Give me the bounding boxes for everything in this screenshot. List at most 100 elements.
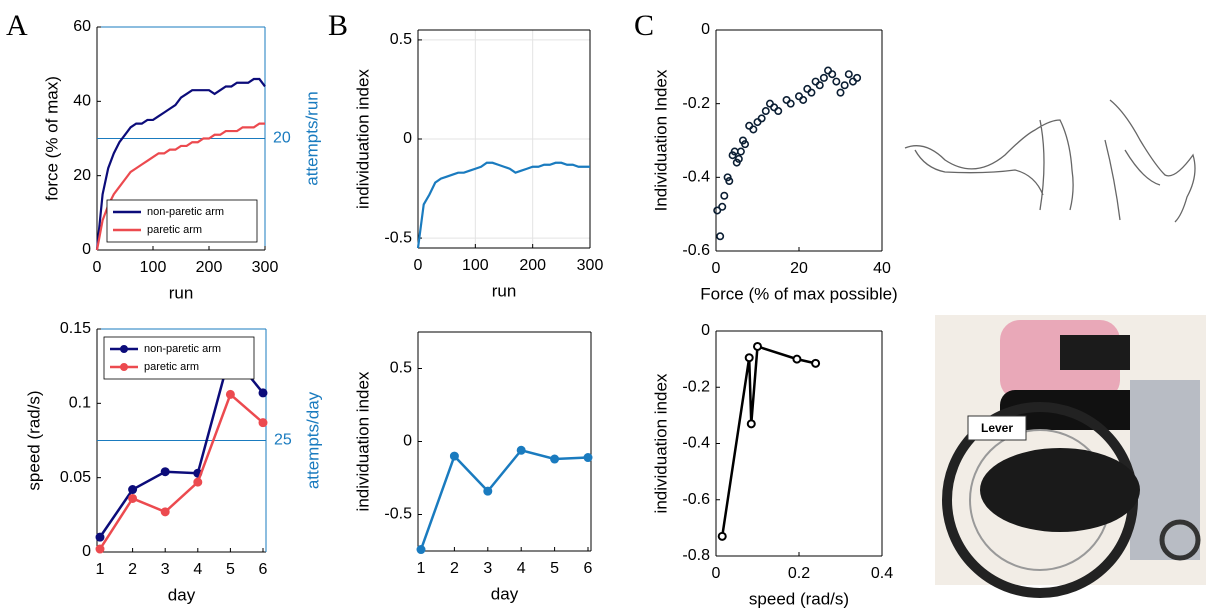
x-axis-label: speed (rad/s) xyxy=(749,589,849,608)
data-point xyxy=(713,206,722,215)
x-tick-label: 200 xyxy=(196,259,223,276)
data-point xyxy=(258,418,268,428)
y-tick-label: 20 xyxy=(73,167,91,184)
data-point xyxy=(815,81,824,90)
x-tick-label: 300 xyxy=(577,257,604,274)
photo-label: Lever xyxy=(981,421,1013,435)
data-point xyxy=(720,191,729,200)
x-tick-label: 0 xyxy=(93,259,102,276)
data-point xyxy=(753,341,762,351)
data-point xyxy=(128,485,138,495)
x-tick-label: 0 xyxy=(712,565,721,582)
y-tick-label: -0.4 xyxy=(682,435,710,452)
data-line xyxy=(98,392,264,550)
wheelchair-photo: Lever xyxy=(935,315,1206,598)
y2-tick-label: 25 xyxy=(274,432,292,449)
data-point xyxy=(792,354,802,364)
y-tick-label: -0.5 xyxy=(384,229,412,246)
y-axis-label: individuation index xyxy=(651,373,670,513)
x-tick-label: 20 xyxy=(790,260,808,277)
y-tick-label: -0.6 xyxy=(682,242,710,259)
data-point xyxy=(819,73,828,82)
data-point xyxy=(761,107,770,116)
x-axis-label: Force (% of max possible) xyxy=(700,284,897,303)
data-point xyxy=(583,453,593,463)
caster xyxy=(1159,519,1201,561)
data-point xyxy=(193,477,203,487)
x-axis-label: run xyxy=(492,281,517,300)
chair-back xyxy=(1060,335,1130,370)
x-axis-label: day xyxy=(491,584,519,603)
y-tick-label: 0 xyxy=(403,433,412,450)
data-point xyxy=(160,467,170,477)
data-line xyxy=(95,122,265,251)
legend-label: paretic arm xyxy=(147,224,202,236)
y-axis-label: Individuation Index xyxy=(651,69,670,211)
y-tick-label: 0 xyxy=(82,241,91,258)
y-axis-label: individuation index xyxy=(353,69,372,209)
data-point xyxy=(95,544,105,554)
data-point xyxy=(774,107,783,116)
x-tick-label: 0.4 xyxy=(871,565,893,582)
y-tick-label: -0.8 xyxy=(682,547,710,564)
legend-marker xyxy=(120,363,128,371)
x-tick-label: 2 xyxy=(450,560,459,577)
y2-axis-label: attempts/day xyxy=(303,391,322,489)
data-point xyxy=(741,140,750,149)
data-point xyxy=(736,147,745,156)
data-point xyxy=(483,486,493,496)
x-tick-label: 2 xyxy=(128,561,137,578)
x-tick-label: 4 xyxy=(193,561,202,578)
data-point xyxy=(95,532,105,542)
y2-tick-label: 20 xyxy=(273,130,291,147)
legend-box xyxy=(103,336,255,380)
data-point xyxy=(449,451,459,461)
label-box xyxy=(967,415,1027,441)
x-tick-label: 100 xyxy=(140,259,167,276)
data-point xyxy=(811,358,821,368)
y-tick-label: 0.5 xyxy=(390,360,412,377)
data-point xyxy=(844,70,853,79)
y-tick-label: -0.6 xyxy=(682,491,710,508)
y-tick-label: 40 xyxy=(73,93,91,110)
y-tick-label: 0.15 xyxy=(60,320,91,337)
y-tick-label: 0 xyxy=(701,21,710,38)
x-tick-label: 3 xyxy=(161,561,170,578)
y-tick-label: -0.5 xyxy=(384,506,412,523)
y-tick-label: 60 xyxy=(73,18,91,35)
x-tick-label: 5 xyxy=(226,561,235,578)
arm-sketch xyxy=(904,99,1196,223)
data-line xyxy=(419,448,589,550)
data-point xyxy=(799,95,808,104)
x-tick-label: 300 xyxy=(252,259,279,276)
x-tick-label: 1 xyxy=(417,560,426,577)
x-tick-label: 0 xyxy=(414,257,423,274)
x-tick-label: 6 xyxy=(584,560,593,577)
data-point xyxy=(734,154,743,163)
data-point xyxy=(550,454,560,464)
x-axis-label: run xyxy=(169,283,194,302)
data-point xyxy=(258,388,268,398)
data-point xyxy=(717,531,727,541)
y-tick-label: 0.1 xyxy=(69,395,91,412)
plot-area xyxy=(716,30,882,251)
data-point xyxy=(128,493,138,503)
y-tick-label: 0 xyxy=(82,543,91,560)
x-tick-label: 200 xyxy=(519,257,546,274)
y-tick-label: -0.2 xyxy=(682,95,710,112)
y-tick-label: -0.2 xyxy=(682,378,710,395)
y-tick-label: 0.5 xyxy=(390,31,412,48)
data-point xyxy=(416,545,426,555)
data-point xyxy=(853,73,862,82)
x-axis-label: day xyxy=(168,585,196,604)
y-axis-label: individuation index xyxy=(353,371,372,511)
data-point xyxy=(716,232,725,241)
y-tick-label: 0 xyxy=(403,130,412,147)
data-point xyxy=(836,88,845,97)
data-point xyxy=(725,177,734,186)
lever-housing xyxy=(980,448,1140,532)
x-tick-label: 3 xyxy=(483,560,492,577)
legend-label: non-paretic arm xyxy=(147,206,224,218)
y-axis-label: speed (rad/s) xyxy=(24,390,43,490)
